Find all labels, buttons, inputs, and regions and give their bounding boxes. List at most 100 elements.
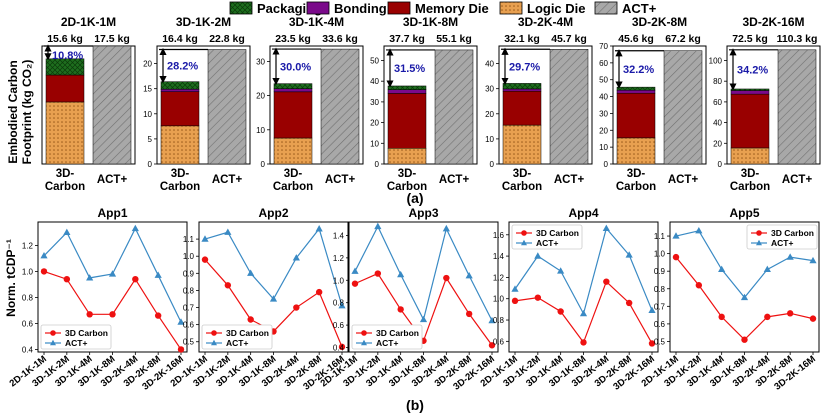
point-act (695, 226, 703, 234)
bar-subplot-title: 3D-1K-8M (403, 15, 458, 29)
y-tick-label: 0.6 (183, 321, 195, 330)
line-legend-marker-3d-carbon (521, 230, 527, 236)
y-tick-label: 20 (256, 92, 265, 101)
bar-segment-packaging (616, 86, 656, 91)
reduction-percent: 30.0% (280, 61, 311, 73)
point-3d-carbon (580, 339, 587, 346)
y-tick-label: 0.8 (333, 299, 345, 308)
point-act (247, 269, 255, 276)
bar-segment-packaging (273, 83, 313, 90)
bar-total-label-act: 22.8 kg (209, 33, 245, 45)
point-act (442, 224, 450, 232)
point-act (154, 271, 162, 278)
y-tick-label: 0.6 (22, 319, 34, 328)
top-ylabel-line2: Footprint (kg CO₂) (20, 60, 34, 165)
point-3d-carbon (534, 294, 542, 301)
panel-b-line-charts: App10.40.60.81.01.22D-1K-1M3D-1K-2M3D-1K… (8, 206, 820, 393)
point-3d-carbon (154, 312, 162, 319)
point-act (40, 252, 48, 259)
bar-segment-logic-die (45, 101, 85, 165)
point-3d-carbon (224, 282, 232, 289)
bar-subplot-3d-1k-8m: 3D-1K-8M 37.7 kg 55.1 kg 0 10 20 30 40 50 31.5% 3D… (370, 15, 478, 193)
bar-segment-memory-die (160, 91, 200, 127)
y-tick-label: 0 (375, 160, 380, 169)
bar-total-label-act: 17.5 kg (94, 33, 130, 45)
y-tick-label: 0.4 (22, 345, 34, 354)
legend-label-packaging: Packaging (257, 1, 322, 16)
legend-swatch-packaging (229, 1, 253, 15)
x-label-3d-carbon-line2: Carbon (387, 181, 427, 193)
y-tick-label: 80 (713, 77, 722, 86)
x-label-3d-carbon-line1: 3D- (56, 168, 75, 180)
bar-segment-memory-die (387, 93, 427, 149)
x-label-3d-carbon-line2: Carbon (502, 181, 542, 193)
x-label-3d-carbon-line2: Carbon (616, 181, 656, 193)
point-act (534, 252, 542, 259)
y-tick-label: 0.5 (183, 338, 195, 347)
y-tick-label: 40 (370, 77, 379, 86)
point-act (86, 274, 94, 281)
caption-a: (a) (406, 190, 423, 206)
y-tick-label: 0.5 (654, 337, 666, 346)
bar-segment-bonding (387, 89, 427, 94)
point-3d-carbon (672, 253, 680, 261)
y-tick-label: 40 (485, 60, 494, 69)
bar-subplot-title: 3D-2K-4M (518, 15, 573, 29)
x-label-3d-carbon-line2: Carbon (45, 181, 85, 193)
point-act (763, 265, 771, 273)
line-legend-marker-act (50, 339, 56, 346)
y-tick-label: 15 (143, 85, 152, 94)
bar-segment-logic-die (730, 147, 770, 165)
line-legend-label-3d-carbon: 3D Carbon (376, 328, 419, 338)
point-act (465, 271, 473, 279)
bar-segment-logic-die (616, 137, 656, 165)
point-3d-carbon (603, 278, 610, 285)
reduction-percent: 34.2% (737, 64, 768, 76)
y-tick-label: 5 (148, 135, 153, 144)
y-tick-label: 20 (485, 110, 494, 119)
bar-subplot-title: 2D-1K-1M (61, 15, 116, 29)
line-legend-marker-act (521, 239, 527, 246)
y-tick-label: 1.0 (333, 276, 345, 285)
y-tick-label: 10 (599, 143, 608, 152)
bar-segment-memory-die (45, 74, 85, 103)
point-act (625, 251, 633, 258)
line-legend-label-3d-carbon: 3D Carbon (226, 328, 269, 338)
bar-segment-logic-die (160, 125, 200, 165)
y-tick-label: 0.9 (183, 269, 195, 278)
bar-segment-memory-die (616, 92, 656, 139)
y-tick-label: 50 (599, 76, 608, 85)
y-tick-label: 1.2 (22, 241, 34, 250)
y-tick-label: 10 (370, 139, 379, 148)
point-act (374, 222, 382, 230)
line-legend-label-act: ACT+ (376, 338, 398, 348)
line-legend-label-3d-carbon: 3D Carbon (536, 228, 579, 238)
line-legend-marker-3d-carbon (211, 330, 217, 336)
bar-act (434, 49, 474, 165)
bar-segment-packaging (45, 58, 85, 76)
y-tick-label: 1.0 (654, 250, 666, 259)
legend-swatch-logic-die (499, 1, 523, 15)
y-tick-label: 1.1 (183, 235, 195, 244)
line-legend-marker-3d-carbon (756, 230, 762, 236)
point-act (292, 254, 300, 261)
x-label-act: ACT+ (554, 174, 585, 186)
y-tick-label: 10 (485, 135, 494, 144)
bar-total-label-3d-carbon: 45.6 kg (618, 33, 654, 45)
bar-segment-memory-die (730, 93, 770, 149)
point-3d-carbon (132, 276, 139, 283)
bar-segment-packaging (160, 81, 200, 90)
x-label-act: ACT+ (212, 174, 243, 186)
bar-act (92, 45, 132, 165)
point-3d-carbon (764, 313, 771, 321)
point-3d-carbon (557, 308, 564, 315)
bar-subplot-frame (726, 45, 821, 165)
y-tick-label: 100 (709, 56, 723, 65)
y-tick-label: 0.7 (654, 302, 666, 311)
line-subplot-app3: App30.40.60.81.01.21.42D-1K-1M3D-1K-2M3D… (319, 206, 499, 393)
point-act (224, 228, 232, 235)
